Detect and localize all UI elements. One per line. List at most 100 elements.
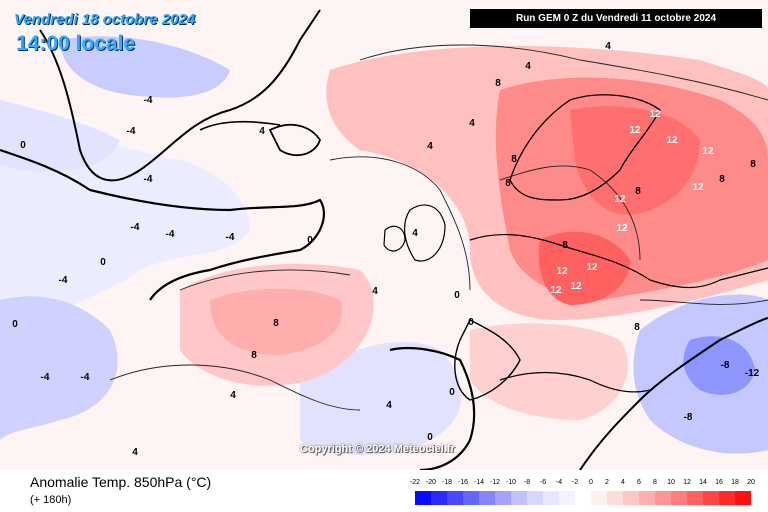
mediterranean-coast (499, 371, 651, 393)
legend-swatch (703, 491, 719, 505)
warm-zone-central-europe (538, 231, 630, 305)
contour-value-label: 4 (427, 141, 433, 152)
isotherm-line (359, 44, 768, 101)
coastlines (0, 9, 768, 470)
cold-zone-east-core (683, 336, 755, 395)
legend-tick-label: 12 (683, 479, 691, 486)
legend-tick-label: -4 (555, 479, 563, 486)
legend-tick-label: -22 (409, 479, 421, 486)
legend-swatch (527, 491, 543, 505)
legend-swatch (607, 491, 623, 505)
contour-value-label: 8 (719, 174, 725, 185)
contour-value-label: 0 (427, 432, 433, 443)
legend-swatch (623, 491, 639, 505)
legend-tick-label: -20 (425, 479, 437, 486)
contour-value-label: 0 (20, 140, 26, 151)
legend-swatch (655, 491, 671, 505)
isotherm-line (109, 364, 361, 411)
contour-value-label: 4 (372, 286, 378, 297)
legend-tick-label: 8 (653, 479, 657, 486)
contour-value-label: 8 (251, 350, 257, 361)
warm-zone-mediterranean (470, 323, 628, 420)
forecast-time: 14:00 locale (16, 32, 136, 55)
legend-tick-label: -18 (441, 479, 453, 486)
contour-value-label: 0 (449, 387, 455, 398)
legend-swatch (559, 491, 575, 505)
copyright-notice: Copyright © 2024 Meteociel.fr (300, 443, 455, 455)
legend-tick-label: 10 (667, 479, 675, 486)
contour-value-label: -4 (144, 95, 153, 106)
warm-zone-scandinavia-core (570, 106, 700, 215)
legend-tick-label: -12 (489, 479, 501, 486)
contour-value-label: 4 (525, 61, 531, 72)
contour-value-label: -4 (81, 372, 90, 383)
contour-value-label: 8 (634, 322, 640, 333)
contour-value-label: 0 (454, 290, 460, 301)
canada-coast (0, 148, 325, 301)
forecast-date: Vendredi 18 octobre 2024 (14, 11, 196, 28)
contour-value-label: 12 (556, 266, 568, 277)
warm-zone-atlantic-core (210, 288, 342, 355)
legend-tick-label: 0 (589, 479, 593, 486)
legend-swatch (591, 491, 607, 505)
contour-value-label: -4 (166, 229, 175, 240)
contour-value-label: 12 (666, 135, 678, 146)
legend-swatch (687, 491, 703, 505)
contour-value-label: 0 (100, 257, 106, 268)
contour-value-label: 8 (750, 159, 756, 170)
europe-coast (469, 233, 768, 289)
contour-value-label: 8 (635, 186, 641, 197)
contour-value-label: 12 (629, 125, 641, 136)
contour-value-label: -4 (226, 232, 235, 243)
cold-zone-greenland (60, 36, 230, 98)
contour-value-label: -4 (144, 174, 153, 185)
legend-tick-label: 4 (621, 479, 625, 486)
legend-tick-label: -2 (571, 479, 579, 486)
legend-swatch (511, 491, 527, 505)
variable-title: Anomalie Temp. 850hPa (°C) (30, 474, 212, 490)
model-run-info: Run GEM 0 Z du Vendredi 11 octobre 2024 (470, 9, 762, 28)
legend-color-bar (415, 491, 751, 505)
isotherm-line (179, 269, 351, 291)
contour-value-label: 12 (550, 285, 562, 296)
legend-swatch (671, 491, 687, 505)
legend-swatch (479, 491, 495, 505)
legend-tick-label: -6 (539, 479, 547, 486)
color-scale-legend: -22 -20 -18 -16 -14 -12 -10 -8 -6 -4 -2 0 2 4 6 8 10 12 14… (410, 476, 755, 510)
legend-swatch (639, 491, 655, 505)
contour-value-label: 12 (614, 194, 626, 205)
contour-value-label: 12 (570, 281, 582, 292)
legend-tick-label: 18 (731, 479, 739, 486)
legend-swatch (735, 491, 751, 505)
legend-tick-label: -14 (473, 479, 485, 486)
contour-value-label: 12 (586, 262, 598, 273)
contour-value-label: 4 (412, 228, 418, 239)
legend-swatch (495, 491, 511, 505)
newfoundland-coast (268, 123, 321, 157)
contour-value-label: 4 (605, 41, 611, 52)
legend-swatch (415, 491, 431, 505)
legend-swatch (447, 491, 463, 505)
contour-value-label: 12 (616, 223, 628, 234)
contour-value-label: 8 (562, 240, 568, 251)
contour-value-label: -8 (684, 412, 693, 423)
cold-zone-labrador (0, 100, 120, 172)
contour-value-label: 0 (12, 319, 18, 330)
contour-value-label: 4 (132, 447, 138, 458)
contour-value-label: -8 (721, 360, 730, 371)
legend-tick-label: -10 (505, 479, 517, 486)
contour-value-label: 12 (702, 146, 714, 157)
contour-value-label: 8 (273, 318, 279, 329)
greenland-coast (39, 9, 321, 182)
legend-tick-label: 2 (605, 479, 609, 486)
africa-coast (389, 346, 476, 470)
contour-value-label: 0 (307, 235, 313, 246)
contour-value-label: 0 (468, 317, 474, 328)
contour-value-label: -4 (59, 275, 68, 286)
legend-swatch (543, 491, 559, 505)
contour-value-label: 4 (386, 400, 392, 411)
isotherm-line (639, 299, 768, 305)
legend-swatch (575, 491, 591, 505)
contour-value-label: 4 (230, 390, 236, 401)
